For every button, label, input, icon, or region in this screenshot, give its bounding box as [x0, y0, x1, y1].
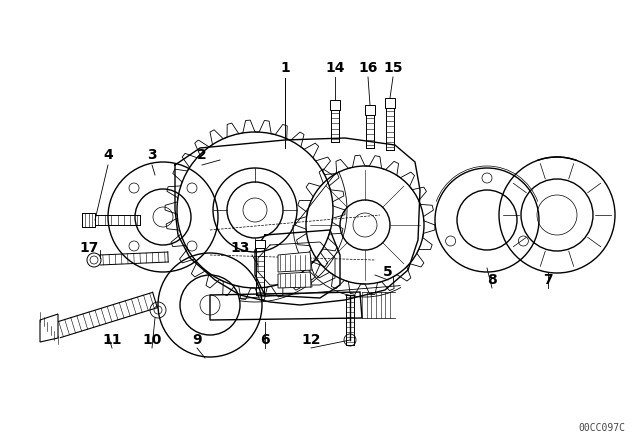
Text: 3: 3 [147, 148, 157, 162]
Text: 00CC097C: 00CC097C [578, 423, 625, 433]
Text: 13: 13 [230, 241, 250, 255]
Text: 6: 6 [260, 333, 270, 347]
Bar [365, 105, 375, 115]
Text: 16: 16 [358, 61, 378, 75]
Text: 17: 17 [79, 241, 99, 255]
Text: 5: 5 [383, 265, 393, 279]
Text: 9: 9 [192, 333, 202, 347]
Text: 15: 15 [383, 61, 403, 75]
Polygon shape [278, 272, 312, 288]
Text: 10: 10 [142, 333, 162, 347]
Bar [255, 240, 265, 248]
Bar [330, 100, 340, 110]
Text: 14: 14 [325, 61, 345, 75]
Text: 8: 8 [487, 273, 497, 287]
Text: 4: 4 [103, 148, 113, 162]
Text: 2: 2 [197, 148, 207, 162]
Polygon shape [40, 314, 58, 342]
Text: 11: 11 [102, 333, 122, 347]
Text: 12: 12 [301, 333, 321, 347]
Text: 1: 1 [280, 61, 290, 75]
Bar [385, 98, 395, 108]
Text: 7: 7 [543, 273, 553, 287]
Polygon shape [278, 252, 312, 272]
Polygon shape [82, 213, 95, 227]
